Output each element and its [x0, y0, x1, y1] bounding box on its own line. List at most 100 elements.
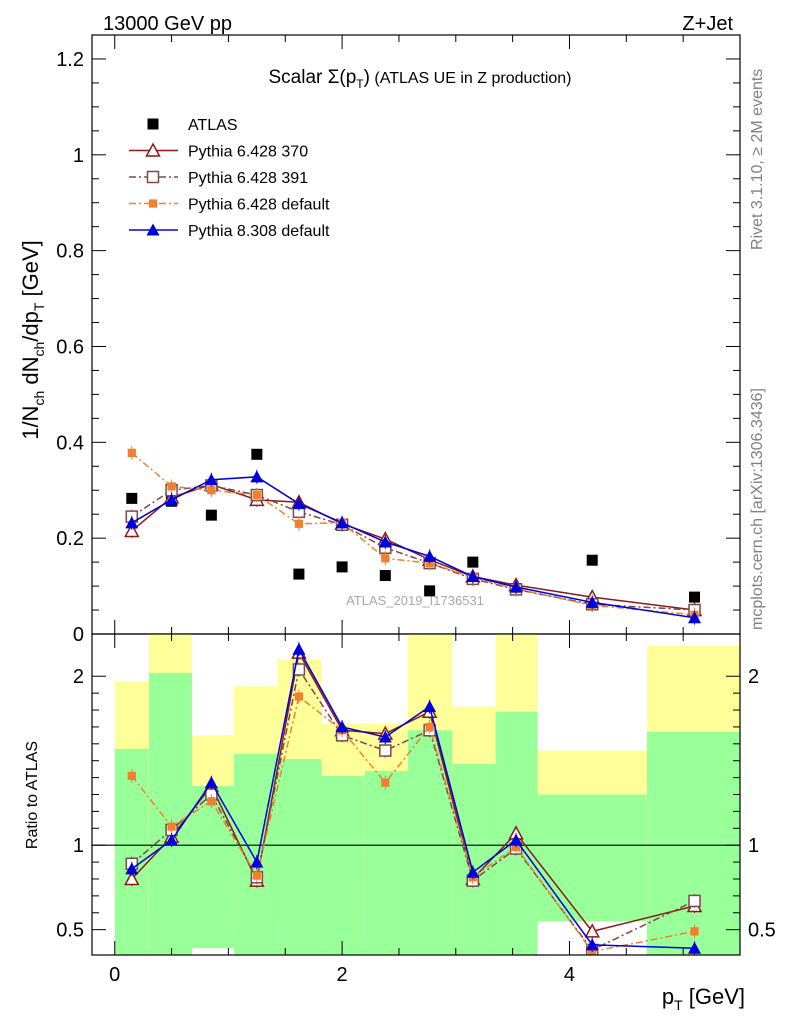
ratio-band-inner-6 [364, 770, 409, 955]
main-ytick-label-2: 0.4 [56, 432, 84, 454]
legend-label-0: ATLAS [188, 117, 238, 134]
main-marker-atlas-10 [586, 554, 598, 566]
ratio-marker-pythia-8-308-default-7 [423, 700, 437, 713]
x-axis-label: pT [GeV] [662, 984, 745, 1013]
main-marker-atlas-5 [336, 561, 348, 573]
ratio-marker-pythia-6-428-default-4 [294, 692, 304, 701]
main-marker-atlas-3 [251, 448, 263, 460]
main-axis-ticks: 0 0.2 0.4 0.6 0.8 1 1.2 [56, 35, 741, 646]
ratio-band-inner-4 [277, 759, 322, 955]
ratio-marker-pythia-8-308-default-3 [250, 855, 264, 868]
ratio-marker-pythia-8-308-default-10 [585, 938, 599, 951]
main-line-pythia-6-428-391 [131, 484, 695, 611]
main-ytick-label-4: 0.8 [56, 241, 84, 263]
ratio-marker-pythia-6-428-default-7 [425, 722, 434, 732]
main-marker-pythia-8-308-default-1 [165, 493, 179, 506]
ratio-uncertainty-bands [114, 634, 740, 955]
legend-marker-pythia-6-428-391-2 [146, 170, 160, 184]
process-label: Z+Jet [682, 13, 733, 35]
ratio-marker-pythia-8-308-default-4 [292, 642, 306, 655]
watermark-label: ATLAS_2019_I1736531 [346, 593, 484, 608]
ratio-band-inner-7 [408, 730, 453, 955]
ratio-band-inner-2 [192, 786, 235, 949]
x-tick-label-0: 0 [109, 964, 120, 986]
ratio-series [124, 642, 703, 955]
main-line-pythia-8-308-default [131, 476, 695, 619]
ratio-ytick-label-0: 0.5 [56, 920, 84, 942]
ratio-marker-pythia-8-308-default-0 [125, 862, 139, 875]
main-marker-pythia-8-308-default-3 [250, 470, 264, 483]
ratio-band-inner-5 [321, 775, 365, 955]
ratio-marker-pythia-8-308-default-1 [165, 833, 179, 846]
main-marker-atlas-6 [379, 570, 391, 582]
legend-marker-pythia-6-428-370-1 [145, 142, 161, 157]
legend-label-3: Pythia 6.428 default [188, 197, 330, 214]
main-marker-pythia-8-308-default-4 [292, 497, 306, 510]
main-marker-pythia-8-308-default-10 [585, 595, 599, 608]
ratio-line-pythia-8-308-default [131, 647, 695, 949]
main-marker-pythia-6-428-370-0 [124, 522, 140, 538]
ratio-band-inner-3 [234, 753, 278, 955]
ratio-marker-pythia-6-428-391-4 [292, 663, 306, 676]
ratio-marker-pythia-6-428-391-6 [379, 744, 392, 757]
ratio-y-axis-label: Ratio to ATLAS [24, 741, 41, 849]
ratio-ytick-label-right-2: 2 [748, 666, 759, 688]
main-ytick-label-5: 1 [73, 145, 84, 167]
ratio-axis-ticks: 0.5 0.5 1 1 2 2 0 2 4 [56, 634, 776, 986]
ratio-band-inner-1 [148, 672, 193, 955]
main-line-pythia-6-428-default [131, 452, 695, 616]
main-marker-pythia-8-308-default-7 [423, 549, 437, 562]
main-title: Scalar Σ(pT) (ATLAS UE in Z production) [268, 67, 571, 91]
ratio-marker-pythia-6-428-default-1 [167, 822, 176, 831]
ratio-marker-pythia-8-308-default-8 [466, 865, 480, 878]
main-marker-atlas-8 [467, 556, 479, 568]
main-marker-pythia-8-308-default-6 [378, 535, 392, 548]
main-ytick-label-1: 0.2 [56, 528, 84, 550]
main-marker-pythia-6-428-default-0 [127, 448, 136, 457]
main-marker-pythia-8-308-default-5 [335, 516, 349, 529]
main-y-axis-label: 1/Nch dNch/dpT [GeV] [18, 240, 47, 440]
legend-label-4: Pythia 8.308 default [188, 223, 330, 240]
main-ytick-label-3: 0.6 [56, 336, 84, 358]
rivet-version-label: Rivet 3.1.10, ≥ 2M events [749, 69, 766, 250]
ratio-band-inner-11 [646, 731, 740, 955]
ratio-marker-pythia-6-428-default-3 [252, 871, 261, 880]
legend-label-2: Pythia 6.428 391 [188, 170, 308, 187]
ratio-marker-pythia-6-428-default-6 [381, 778, 390, 787]
ratio-marker-pythia-6-428-370-10 [584, 923, 600, 938]
ratio-marker-pythia-6-428-default-11 [690, 927, 699, 936]
main-line-pythia-6-428-370 [131, 483, 695, 611]
legend-marker-pythia-6-428-default-3 [148, 199, 158, 208]
ratio-ytick-label-right-1: 1 [748, 835, 759, 857]
main-marker-pythia-8-308-default-2 [204, 473, 218, 486]
ratio-line-pythia-6-428-391 [131, 667, 695, 951]
legend-marker-pythia-8-308-default-4 [146, 223, 160, 236]
main-marker-pythia-8-308-default-8 [466, 569, 480, 582]
main-marker-atlas-2 [205, 509, 217, 521]
main-marker-pythia-6-428-default-4 [294, 519, 304, 528]
x-tick-label-1: 2 [337, 964, 348, 986]
ratio-marker-pythia-8-308-default-2 [204, 776, 218, 789]
main-marker-pythia-6-428-default-2 [207, 486, 216, 495]
main-marker-pythia-6-428-default-6 [381, 554, 390, 563]
ratio-marker-pythia-6-428-default-0 [127, 771, 136, 781]
ratio-marker-pythia-8-308-default-5 [335, 720, 349, 733]
main-marker-atlas-4 [293, 568, 305, 580]
main-marker-pythia-6-428-default-3 [252, 490, 261, 500]
ratio-marker-pythia-8-308-default-9 [509, 833, 523, 846]
legend-label-1: Pythia 6.428 370 [188, 144, 308, 161]
main-marker-pythia-8-308-default-11 [688, 611, 702, 624]
ratio-marker-pythia-8-308-default-11 [688, 941, 702, 954]
ratio-marker-pythia-6-428-391-11 [688, 894, 701, 908]
ratio-panel: 0.5 0.5 1 1 2 2 0 2 4 Ratio to ATLAS pT [GeV] [24, 633, 776, 1013]
ratio-ytick-label-right-0: 0.5 [748, 920, 776, 942]
main-marker-atlas-11 [689, 591, 701, 603]
legend: ATLAS Pythia 6.428 370 Pythia 6.428 391 Pyt… [129, 117, 330, 240]
x-tick-label-2: 4 [564, 964, 575, 986]
main-marker-atlas-0 [126, 492, 138, 504]
ratio-line-pythia-6-428-default [131, 695, 695, 953]
main-marker-pythia-8-308-default-9 [509, 580, 523, 593]
main-series [124, 445, 703, 625]
ratio-ytick-label-2: 2 [73, 666, 84, 688]
